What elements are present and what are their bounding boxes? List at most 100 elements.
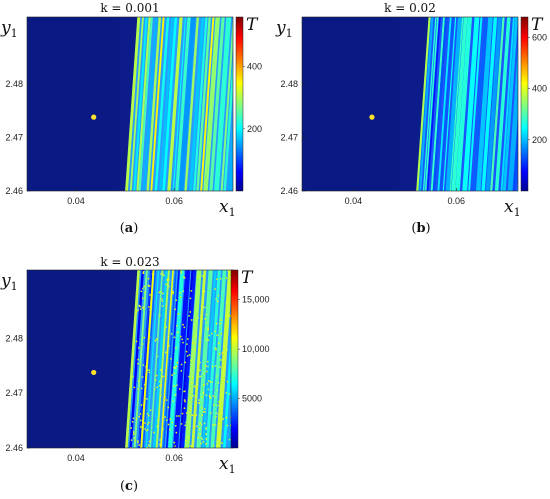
speckle <box>216 389 219 392</box>
stripe <box>220 17 233 191</box>
stripe <box>129 17 144 191</box>
colorbar-tick-label: 200 <box>532 135 547 145</box>
heatmap-dark-band <box>302 17 400 191</box>
speckle <box>149 294 151 296</box>
panel-a: k = 0.001 2.48 2.47 2.46 0.04 0.06 y1 x1 400 200 T… <box>0 1 262 236</box>
speckle <box>183 407 186 409</box>
speckle <box>189 297 192 300</box>
speckle <box>161 271 164 273</box>
speckle <box>185 421 187 424</box>
speckle <box>168 279 170 281</box>
speckle <box>181 412 184 415</box>
stripe-region <box>126 17 233 191</box>
speckle <box>227 282 229 284</box>
speckle <box>147 423 149 426</box>
y-axis-label: y1 <box>0 18 18 40</box>
stripe <box>426 17 441 191</box>
speckle <box>212 445 215 447</box>
speckle <box>180 370 183 372</box>
speckle <box>199 369 201 372</box>
speckle <box>238 313 240 315</box>
speckle <box>178 415 180 417</box>
speckle <box>142 307 145 310</box>
speckle <box>192 376 194 379</box>
speckle <box>174 445 176 447</box>
stripe <box>162 270 177 448</box>
speckle <box>187 338 189 340</box>
speckle <box>190 396 192 399</box>
speckle <box>200 424 203 426</box>
speckle <box>199 433 201 435</box>
speckle <box>216 300 219 303</box>
speckle <box>208 395 211 398</box>
stripe <box>203 17 220 191</box>
speckle <box>221 442 223 444</box>
speckle <box>173 385 176 387</box>
speckle <box>214 330 216 333</box>
stripe <box>167 17 183 191</box>
speckle <box>167 406 169 409</box>
speckle <box>144 428 146 430</box>
speckle <box>175 347 177 349</box>
boundary-edge <box>125 269 140 449</box>
speckle <box>135 418 137 420</box>
stripe <box>472 17 488 191</box>
stripe <box>490 17 505 191</box>
speckle <box>225 277 228 279</box>
speckle <box>188 315 190 317</box>
y-axis-label: y1 <box>275 18 293 40</box>
speckle <box>137 309 139 311</box>
stripe <box>214 17 232 191</box>
speckle <box>137 441 139 444</box>
speckle <box>190 359 192 362</box>
speckle <box>205 443 207 445</box>
speckle <box>165 326 167 328</box>
speckle <box>141 306 144 309</box>
stripe <box>530 17 544 191</box>
speckle <box>218 431 221 434</box>
speckle <box>173 441 176 444</box>
x-tick-label: 0.06 <box>448 196 466 206</box>
speckle <box>211 332 213 335</box>
speckle <box>146 412 149 415</box>
speckle <box>148 306 150 308</box>
speckle <box>191 382 193 384</box>
speckle <box>154 339 157 342</box>
speckle <box>143 291 146 294</box>
speckle <box>147 285 150 287</box>
y-tick-label: 2.46 <box>5 186 23 196</box>
colorbar <box>521 17 528 191</box>
speckle <box>225 302 228 305</box>
stripe <box>189 17 205 191</box>
speckle <box>183 326 186 329</box>
speckle <box>209 397 212 399</box>
y-tick-label: 2.46 <box>5 443 23 453</box>
panel-caption: (b) <box>411 221 430 236</box>
speckle <box>214 395 216 398</box>
stripe <box>145 270 160 448</box>
speckle <box>147 277 150 280</box>
speckle <box>216 412 218 415</box>
stripe <box>155 270 170 448</box>
speckle <box>155 338 158 341</box>
speckle <box>225 416 228 419</box>
speckle <box>179 292 182 294</box>
speckle <box>205 438 208 440</box>
speckle <box>141 376 144 378</box>
colorbar-label: T <box>241 268 254 288</box>
stripe <box>142 17 158 191</box>
speckle <box>202 393 205 395</box>
speckle <box>160 291 163 293</box>
speckle <box>139 308 142 310</box>
speckle <box>200 437 203 439</box>
speckle <box>143 285 146 288</box>
x-axis-label: x1 <box>219 197 236 219</box>
speckle <box>132 417 135 420</box>
speckle <box>167 423 170 426</box>
speckle <box>219 353 221 355</box>
speckle <box>149 409 152 411</box>
speckle <box>171 374 173 376</box>
x-tick-label: 0.06 <box>165 453 183 463</box>
speckle <box>202 290 205 292</box>
speckle <box>227 270 230 272</box>
